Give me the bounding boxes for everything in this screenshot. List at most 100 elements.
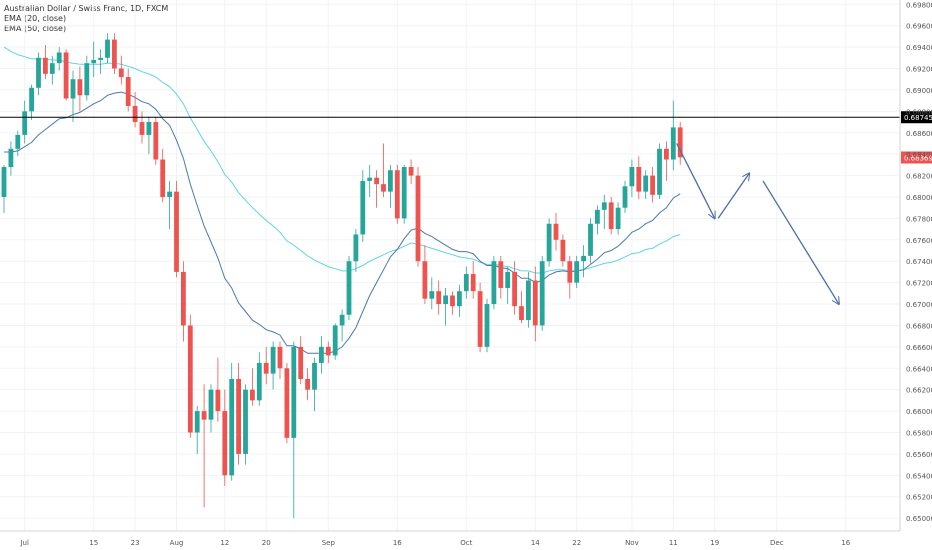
forecast-arrow [717,173,749,219]
candle-down [512,261,517,315]
candle-down [408,159,414,185]
candle-body [201,411,207,420]
candle-up [588,218,593,264]
candle-down [139,111,145,144]
candle-up [574,255,580,288]
candle-up [243,384,248,465]
candle-body [677,127,683,158]
candle-up [319,336,324,374]
candle-up [429,277,435,310]
candle-down [415,167,421,267]
candle-body [1,167,7,197]
ema50-legend-label: EMA (50, close) [4,24,67,33]
last-price-box [901,151,932,164]
candle-down [325,341,331,363]
candle-body [450,295,455,307]
candle-body [560,239,566,262]
candle-up [643,170,649,200]
candle-up [622,180,628,214]
candle-body [174,191,179,272]
candle-body [284,368,290,438]
candle-body [263,362,269,374]
candle-body [422,261,428,299]
candle-body [498,261,504,288]
candle-up [657,143,662,200]
candle-up [256,352,262,406]
candle-down [236,362,241,465]
candle-up [98,49,103,74]
candle-down [567,255,573,299]
candle-up [56,47,62,71]
ema-lines [3,46,681,354]
grid [0,0,900,531]
candle-up [91,41,97,78]
candle-down [436,280,442,315]
candle-down [174,180,179,278]
candle-down [608,196,614,235]
candle-body [56,52,62,64]
candle-down [498,255,504,299]
candle-up [84,55,90,101]
candle-up [312,357,317,412]
candle-up [581,245,586,278]
candle-up [339,309,345,342]
candle-body [125,77,131,106]
candle-body [567,261,573,283]
candle-down [201,384,207,508]
x-tick-label: 16 [393,539,402,547]
candle-down [43,44,48,80]
candle-up [208,384,214,433]
candle-up [332,323,338,360]
candle-body [36,57,41,88]
candle-down [470,261,476,299]
candle-body [581,255,586,262]
candle-up [526,271,531,328]
candle-body [401,167,407,219]
candle-down [63,49,69,101]
candle-body [256,362,262,401]
candle-up [546,218,552,267]
candle-body [622,186,628,208]
x-tick-label: Nov [625,539,639,547]
candle-body [477,291,483,347]
candle-up [353,229,359,272]
candle-body [325,346,331,356]
x-tick-label: Oct [460,539,472,547]
x-tick-label: Jul [19,539,29,547]
candle-body [118,68,124,78]
candle-up [457,284,462,317]
candle-body [408,167,414,176]
candle-up [367,164,373,197]
candle-body [601,202,607,210]
candle-body [49,63,55,74]
candle-body [181,271,186,326]
ema50-line [3,46,681,274]
candle-body [270,346,276,374]
candle-up [270,341,276,390]
candle-down [277,341,283,379]
candle-body [636,167,642,192]
candle-body [670,127,676,160]
candle-down [532,266,538,342]
candle-up [601,194,607,230]
candle-down [160,148,166,203]
candle-up [167,180,172,230]
candle-body [43,57,48,74]
candle-body [15,134,21,149]
candle-body [215,389,221,412]
last-price-label: 0.68369 [904,154,932,162]
